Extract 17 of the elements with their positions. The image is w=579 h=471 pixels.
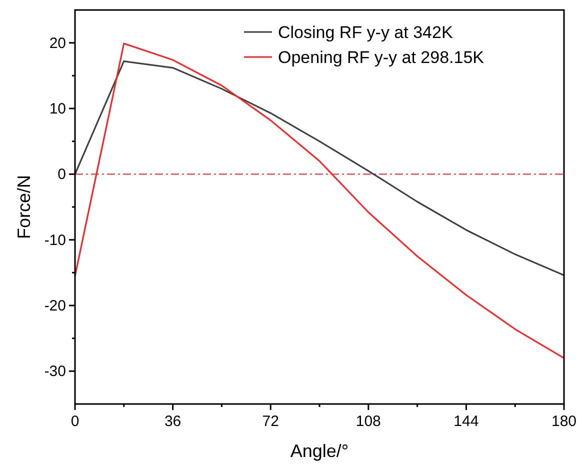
y-tick-label: -30 xyxy=(44,363,66,380)
y-tick-label: 10 xyxy=(49,100,66,118)
legend-label: Opening RF y-y at 298.15K xyxy=(278,48,485,67)
y-tick-label: -10 xyxy=(44,232,66,249)
y-tick-label: -20 xyxy=(44,298,66,314)
line-series xyxy=(74,42,565,359)
y-tick-label: 20 xyxy=(49,34,66,52)
x-tick-label: 180 xyxy=(551,413,577,430)
legend-label: Closing RF y-y at 342K xyxy=(278,23,454,42)
y-tick-label: 0 xyxy=(58,166,66,184)
x-tick-label: 108 xyxy=(356,413,381,430)
x-tick-label: 144 xyxy=(454,413,479,430)
x-axis-title: Angle/° xyxy=(290,441,349,461)
y-axis-title: Force/N xyxy=(14,174,34,240)
x-tick-label: 72 xyxy=(262,413,279,430)
x-tick-label: 36 xyxy=(164,413,182,430)
x-tick-label: 0 xyxy=(70,413,80,430)
